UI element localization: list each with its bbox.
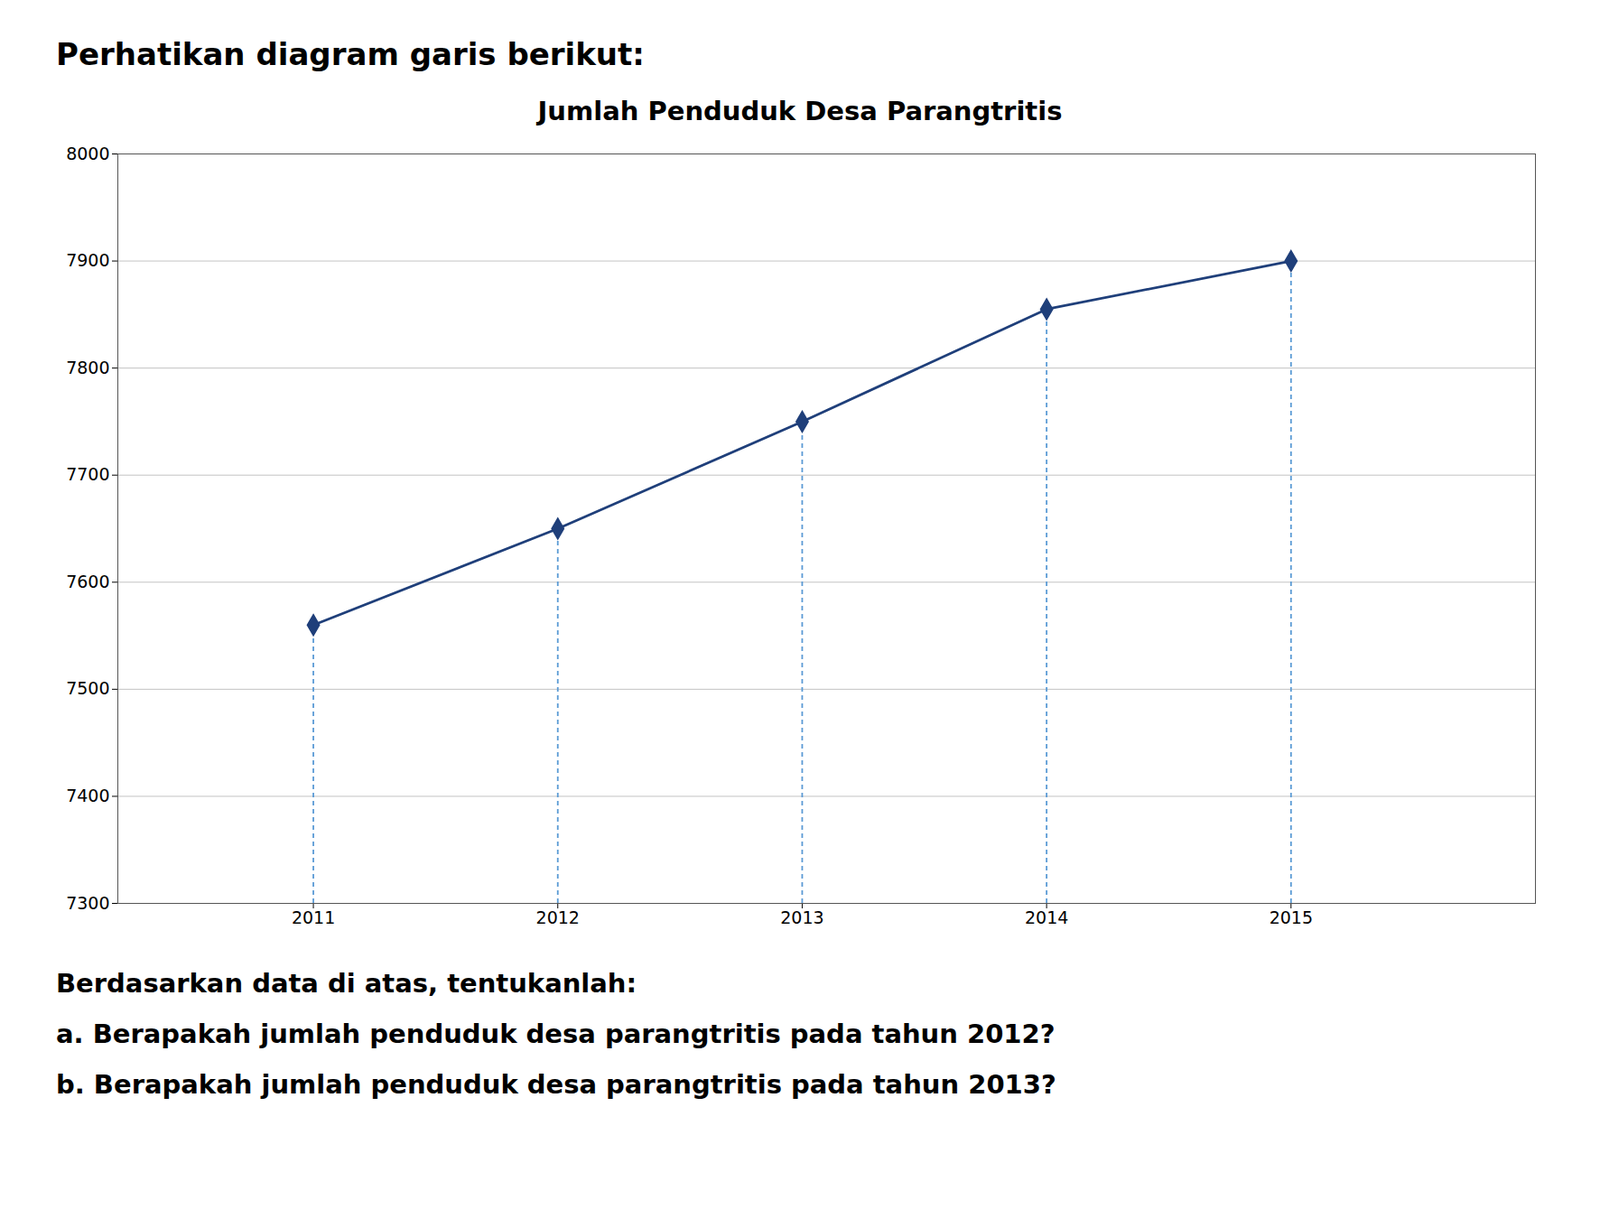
- svg-text:2011: 2011: [291, 907, 335, 928]
- svg-text:7800: 7800: [65, 357, 110, 378]
- svg-text:7300: 7300: [65, 893, 110, 913]
- html-text:b. Berapakah jumlah penduduk d: b. Berapakah jumlah penduduk desa parang…: [55, 1069, 1057, 1100]
- html-text:Berdasarkan data di atas, tent: Berdasarkan data di atas, tentukanlah:: [55, 967, 637, 999]
- svg-text:7600: 7600: [65, 571, 110, 592]
- svg-text:7400: 7400: [65, 785, 110, 806]
- svg-text:8000: 8000: [65, 143, 110, 164]
- html-text:Jumlah Penduduk Desa Parangtri: Jumlah Penduduk Desa Parangtritis: [537, 95, 1063, 127]
- svg-text:7700: 7700: [65, 464, 110, 484]
- html-text:Perhatikan diagram garis berik: Perhatikan diagram garis berikut:: [55, 36, 645, 73]
- html-text:a. Berapakah jumlah penduduk d: a. Berapakah jumlah penduduk desa parang…: [55, 1018, 1056, 1050]
- svg-text:2013: 2013: [780, 907, 824, 928]
- svg-text:2012: 2012: [536, 907, 580, 928]
- svg-text:2014: 2014: [1024, 907, 1069, 928]
- svg-text:2015: 2015: [1269, 907, 1313, 928]
- svg-text:7900: 7900: [65, 250, 110, 270]
- svg-text:7500: 7500: [65, 678, 110, 698]
